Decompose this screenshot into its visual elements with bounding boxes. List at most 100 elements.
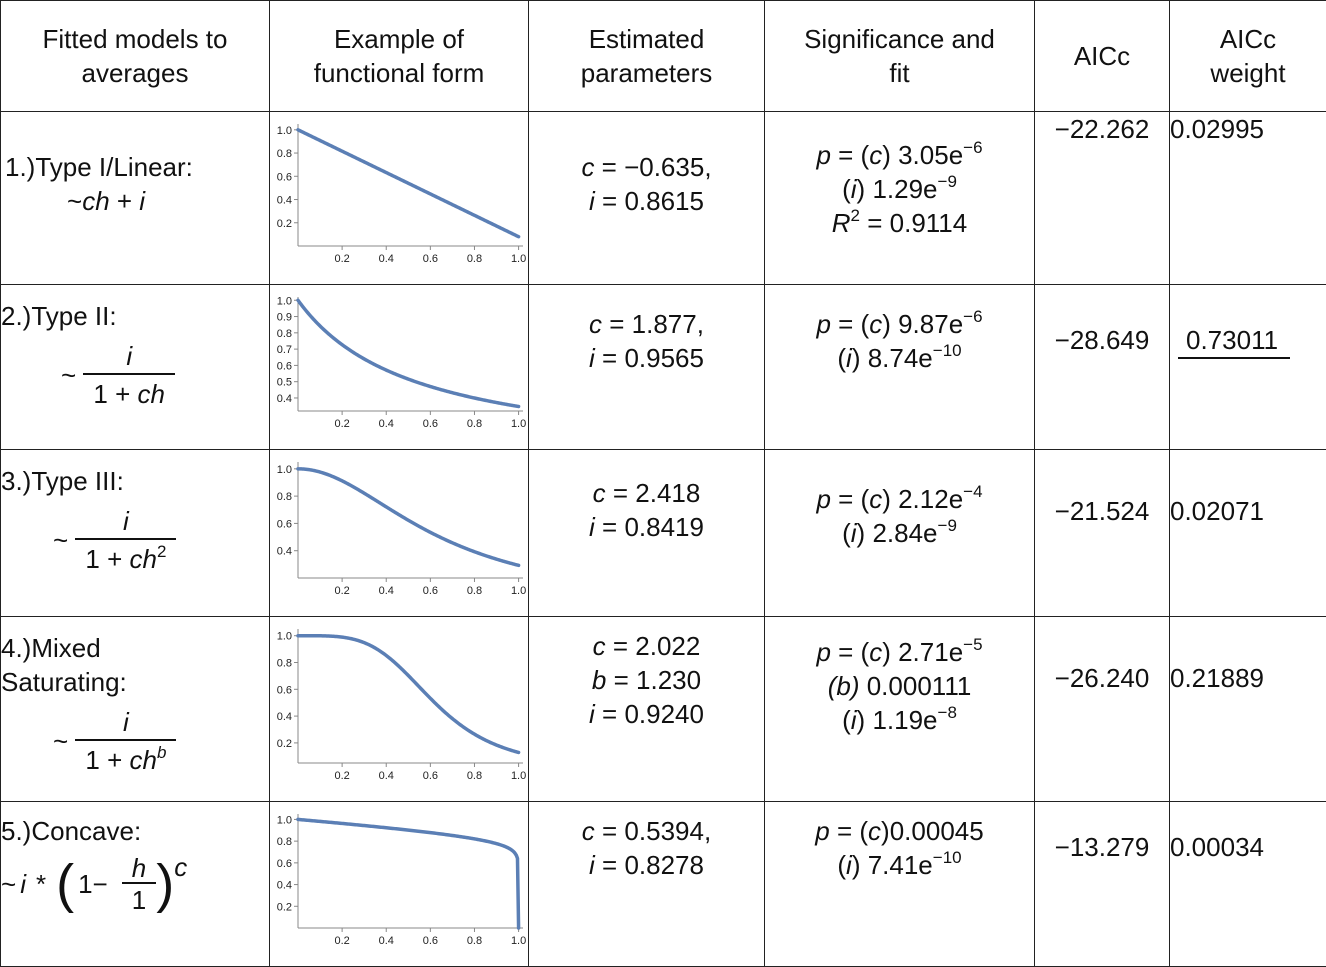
params-cell: c = 2.418 i = 0.8419 <box>529 450 765 617</box>
series-line <box>298 469 519 566</box>
x-tick-label: 0.2 <box>334 770 349 782</box>
fit-cell: p = (c)0.00045 (i) 7.41e−10 <box>765 802 1035 967</box>
model-label: 2.)Type II: <box>1 299 269 333</box>
y-tick-label: 1.0 <box>277 295 292 307</box>
y-tick-label: 0.8 <box>277 658 292 670</box>
aicc-cell: −22.262 <box>1035 112 1170 285</box>
fit-cell: p = (c) 2.12e−4 (i) 2.84e−9 <box>765 450 1035 617</box>
y-tick-label: 0.4 <box>277 711 292 723</box>
y-tick-label: 0.5 <box>277 377 292 389</box>
x-tick-label: 0.4 <box>379 770 394 782</box>
series-line <box>298 300 519 406</box>
y-tick-label: 0.2 <box>277 901 292 913</box>
model-label: 3.)Type III: <box>1 464 269 498</box>
x-tick-label: 1.0 <box>511 935 526 947</box>
y-tick-label: 0.8 <box>277 328 292 340</box>
y-tick-label: 0.6 <box>277 360 292 372</box>
x-tick-label: 0.4 <box>379 585 394 597</box>
weight-cell: 0.02995 <box>1170 112 1326 285</box>
x-tick-label: 0.6 <box>423 418 438 430</box>
x-tick-label: 0.8 <box>467 418 482 430</box>
series-line <box>298 819 519 928</box>
y-tick-label: 0.4 <box>277 195 292 207</box>
aicc-cell: −26.240 <box>1035 617 1170 802</box>
x-tick-label: 0.8 <box>467 935 482 947</box>
x-tick-label: 0.6 <box>423 935 438 947</box>
y-tick-label: 0.7 <box>277 344 292 356</box>
x-tick-label: 0.2 <box>334 585 349 597</box>
x-tick-label: 1.0 <box>511 253 526 265</box>
x-tick-label: 0.8 <box>467 585 482 597</box>
fit-cell: p = (c) 9.87e−6 (i) 8.74e−10 <box>765 285 1035 450</box>
x-tick-label: 0.8 <box>467 253 482 265</box>
x-tick-label: 0.8 <box>467 770 482 782</box>
params-cell: c = −0.635, i = 0.8615 <box>529 112 765 285</box>
model-label-line2: Saturating: <box>1 665 269 699</box>
model-label: 5.)Concave: <box>1 814 269 848</box>
y-tick-label: 0.2 <box>277 738 292 750</box>
x-tick-label: 0.6 <box>423 585 438 597</box>
y-tick-label: 0.4 <box>277 393 292 405</box>
x-tick-label: 0.4 <box>379 253 394 265</box>
model-formula: ~ch + i <box>1 184 269 218</box>
x-tick-label: 1.0 <box>511 585 526 597</box>
y-tick-label: 0.6 <box>277 171 292 183</box>
y-tick-label: 0.4 <box>277 546 292 558</box>
aicc-cell: −28.649 <box>1035 285 1170 450</box>
header-aicc: AICc <box>1035 1 1170 112</box>
series-line <box>298 636 519 753</box>
params-cell: c = 0.5394, i = 0.8278 <box>529 802 765 967</box>
weight-cell: 0.73011 <box>1170 285 1326 450</box>
y-tick-label: 0.6 <box>277 518 292 530</box>
weight-cell: 0.21889 <box>1170 617 1326 802</box>
fit-cell: p = (c) 2.71e−5 (b) 0.000111 (i) 1.19e−8 <box>765 617 1035 802</box>
y-tick-label: 1.0 <box>277 125 292 137</box>
aicc-cell: −21.524 <box>1035 450 1170 617</box>
x-tick-label: 0.6 <box>423 770 438 782</box>
y-tick-label: 0.6 <box>277 684 292 696</box>
weight-cell: 0.00034 <box>1170 802 1326 967</box>
y-tick-label: 1.0 <box>277 464 292 476</box>
y-tick-label: 0.9 <box>277 312 292 324</box>
params-cell: c = 1.877, i = 0.9565 <box>529 285 765 450</box>
model-label-line1: 4.)Mixed <box>1 631 269 665</box>
x-tick-label: 0.4 <box>379 418 394 430</box>
y-tick-label: 0.4 <box>277 880 292 892</box>
y-tick-label: 1.0 <box>277 814 292 826</box>
params-cell: c = 2.022 b = 1.230 i = 0.9240 <box>529 617 765 802</box>
aicc-cell: −13.279 <box>1035 802 1170 967</box>
y-tick-label: 1.0 <box>277 631 292 643</box>
x-tick-label: 0.2 <box>334 418 349 430</box>
best-weight-underlined: 0.73011 <box>1178 323 1290 359</box>
fit-cell: p = (c) 3.05e−6 (i) 1.29e−9 R2 = 0.9114 <box>765 112 1035 285</box>
y-tick-label: 0.2 <box>277 218 292 230</box>
